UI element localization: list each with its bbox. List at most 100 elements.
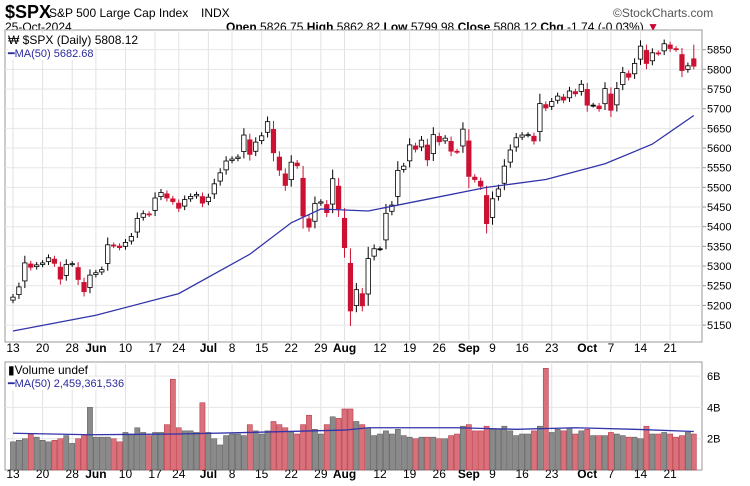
x-tick-label: 26 <box>433 467 447 481</box>
volume-bar <box>75 438 81 471</box>
volume-bar <box>501 425 508 471</box>
candle-body <box>241 134 247 152</box>
candle-body <box>300 177 306 217</box>
candle-body <box>679 54 685 71</box>
volume-bar <box>300 424 306 471</box>
candle-body <box>217 172 223 182</box>
volume-bar <box>51 440 58 471</box>
volume-bar <box>483 425 490 471</box>
volume-bar <box>418 436 425 471</box>
volume-bar <box>566 427 573 471</box>
volume-bar <box>383 430 389 471</box>
volume-bar <box>181 430 188 471</box>
candle-body <box>330 178 336 205</box>
volume-bar <box>294 433 301 471</box>
volume-bar <box>406 436 413 471</box>
volume-bar <box>323 424 330 471</box>
x-tick-label: 21 <box>663 341 677 355</box>
x-tick-label: 19 <box>403 467 417 481</box>
volume-bar <box>560 430 567 471</box>
x-tick-label: 26 <box>433 341 447 355</box>
x-tick-label: 12 <box>373 467 387 481</box>
volume-bar <box>613 433 620 471</box>
volume-bar <box>655 433 662 471</box>
exchange: INDX <box>201 6 230 20</box>
volume-bar <box>175 427 182 471</box>
candle-body <box>371 248 377 257</box>
volume-bar <box>39 440 46 471</box>
candle-body <box>472 176 478 180</box>
x-tick-label: 7 <box>608 341 615 355</box>
candle-body <box>341 217 348 248</box>
candle-body <box>466 140 472 177</box>
volume-bar <box>235 433 241 471</box>
candle-body <box>448 141 454 152</box>
candle-body <box>187 196 194 200</box>
candle-body <box>543 104 549 109</box>
volume-bar <box>87 407 93 471</box>
volume-bar <box>164 424 170 471</box>
candle-body <box>395 170 401 197</box>
candle-body <box>478 180 484 187</box>
candle-body <box>105 244 111 264</box>
volume-bar <box>489 429 496 471</box>
volume-bar <box>673 436 679 471</box>
volume-bar <box>81 435 87 471</box>
price-legend: ₩ $SPX (Daily) 5808.12 <box>8 33 139 47</box>
volume-bar <box>436 438 443 471</box>
volume-bar <box>353 421 360 471</box>
volume-bar <box>525 433 531 471</box>
volume-bar <box>57 438 64 471</box>
candle-body <box>643 50 650 64</box>
candle-body <box>335 185 342 210</box>
volume-bar <box>377 433 383 471</box>
volume-bar <box>454 433 460 471</box>
candle-body <box>16 286 22 295</box>
volume-bar <box>33 436 40 471</box>
candle-body <box>111 244 117 247</box>
volume-bar <box>359 424 366 471</box>
candle-body <box>377 248 383 251</box>
volume-bar <box>110 438 117 471</box>
candle-body <box>495 188 502 197</box>
x-tick-label: 24 <box>172 467 186 481</box>
x-tick-label: 22 <box>285 467 299 481</box>
volume-bar <box>643 425 650 471</box>
candle-body <box>63 264 69 276</box>
down-arrow-icon: ▼ <box>647 20 659 34</box>
candle-body <box>164 193 170 199</box>
volume-bar <box>631 436 638 471</box>
candle-body <box>673 48 679 51</box>
bar-icon: ▮ <box>8 363 15 377</box>
brand-logo[interactable]: ©StockCharts.com <box>613 6 714 20</box>
volume-bar <box>347 408 354 471</box>
candle-body <box>128 236 134 242</box>
volume-bar <box>424 436 431 471</box>
candle-body <box>572 91 579 95</box>
candle-body <box>288 161 294 181</box>
x-tick-label: Jun <box>85 467 106 481</box>
volume-bar <box>329 416 336 471</box>
candle-body <box>259 135 265 141</box>
y-tick-label: 5350 <box>707 241 731 253</box>
volume-bar <box>252 430 259 471</box>
price-panel <box>4 29 703 343</box>
candle-body <box>549 101 555 107</box>
x-tick-label: 8 <box>229 341 236 355</box>
candle-body <box>525 134 531 137</box>
volume-bar <box>10 441 16 471</box>
y-tick-label: 5500 <box>707 182 731 194</box>
volume-bar <box>217 444 224 471</box>
ma-legend: ━MA(50) 5682.68 <box>8 47 94 60</box>
y-tick-label: 5650 <box>707 123 731 135</box>
candle-body <box>632 63 638 75</box>
x-tick-label: 21 <box>663 467 677 481</box>
volume-bar <box>619 435 626 471</box>
volume-bar <box>134 427 141 471</box>
x-tick-label: 24 <box>172 341 186 355</box>
volume-bar <box>211 438 218 471</box>
volume-bar <box>471 430 478 471</box>
candle-body <box>81 282 87 293</box>
